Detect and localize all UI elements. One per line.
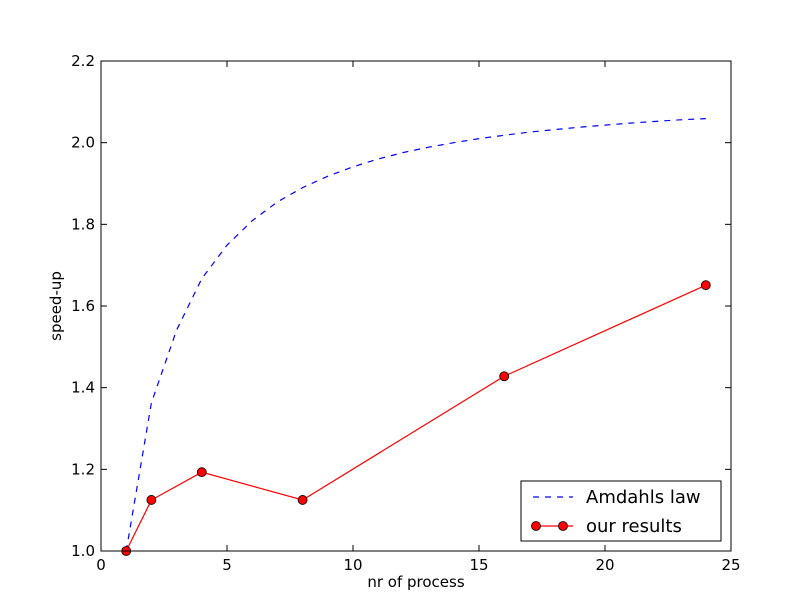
x-tick-label: 25 [721,556,740,574]
series-line-0 [125,118,706,552]
x-tick-label: 15 [469,556,488,574]
data-point [146,495,157,505]
data-point [499,371,510,382]
y-tick-label: 1.4 [71,379,95,397]
y-tick-label: 1.0 [71,542,95,560]
x-tick-label: 5 [222,556,232,574]
legend-label-our-results: our results [586,516,682,537]
x-tick-label: 0 [96,556,106,574]
x-tick-label: 10 [343,556,362,574]
legend-marker-our-results-a [531,521,541,531]
x-axis-title: nr of process [367,573,464,591]
tick-layer: 0 5 10 15 20 25 1.0 1.2 1.4 1.6 1.8 2.0 2.2 [71,52,740,574]
legend-label-amdahls-law: Amdahls law [586,487,701,508]
data-point [700,280,711,291]
series-line-1 [125,284,707,552]
y-tick-label: 1.6 [71,297,95,315]
legend: Amdahls law our results [520,480,722,542]
series-layer [121,118,711,556]
data-point [196,467,207,478]
plot-background [101,61,731,551]
legend-marker-our-results-b [558,521,568,531]
y-tick-label: 1.2 [71,460,95,478]
y-tick-label: 2.0 [71,134,95,152]
y-axis-title: speed-up [47,271,65,341]
y-tick-label: 1.8 [71,215,95,233]
x-tick-label: 20 [595,556,614,574]
y-tick-label: 2.2 [71,52,95,70]
data-point [297,495,308,505]
legend-frame [520,480,722,542]
